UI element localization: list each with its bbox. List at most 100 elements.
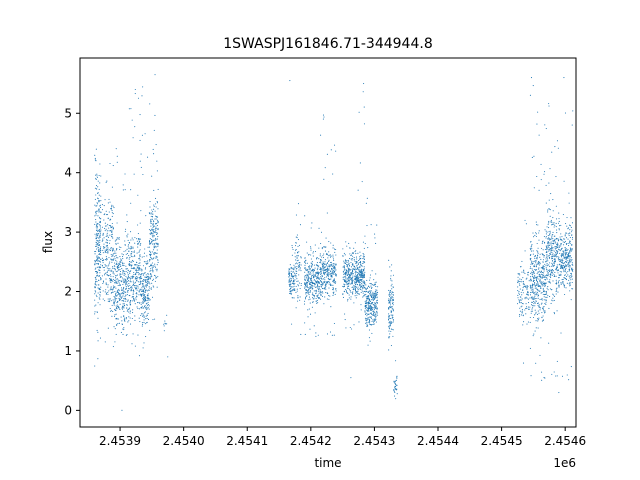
data-point <box>565 248 567 250</box>
data-point <box>150 268 152 270</box>
data-point <box>316 284 319 286</box>
data-point <box>309 302 311 304</box>
data-point <box>333 282 335 284</box>
data-point <box>332 293 335 295</box>
data-point <box>355 256 358 258</box>
data-point <box>554 246 556 248</box>
data-point <box>567 228 569 230</box>
data-point <box>552 217 554 219</box>
data-point <box>361 286 363 288</box>
data-point <box>570 257 572 259</box>
data-point <box>327 257 329 259</box>
data-point <box>133 272 135 274</box>
data-point <box>94 253 96 255</box>
data-point <box>306 284 308 286</box>
data-point <box>130 286 132 288</box>
data-point <box>110 280 112 282</box>
data-point <box>563 258 565 260</box>
data-point <box>100 231 102 233</box>
data-point <box>109 274 111 276</box>
data-point <box>346 265 348 267</box>
data-point <box>330 306 332 308</box>
data-point <box>554 235 556 237</box>
data-point <box>562 281 564 283</box>
data-point <box>561 236 563 238</box>
data-point <box>571 262 573 264</box>
data-point <box>546 265 548 267</box>
data-point <box>368 303 370 305</box>
data-point <box>392 304 394 306</box>
data-point <box>155 228 157 230</box>
data-point <box>153 129 155 131</box>
data-point <box>288 276 290 278</box>
data-point <box>149 283 151 285</box>
data-point <box>530 246 532 248</box>
data-point <box>390 297 392 299</box>
data-point <box>331 271 333 273</box>
data-point <box>130 278 132 280</box>
data-point <box>530 312 532 314</box>
data-point <box>520 306 522 308</box>
data-point <box>116 295 118 297</box>
data-point <box>539 307 541 309</box>
data-point <box>521 260 523 262</box>
data-point <box>359 266 361 269</box>
data-point <box>537 313 539 316</box>
data-point <box>296 237 298 239</box>
data-point <box>365 320 368 322</box>
data-point <box>370 224 372 226</box>
data-point <box>526 287 528 289</box>
data-point <box>538 264 540 266</box>
data-point <box>290 274 293 276</box>
data-point <box>130 189 132 191</box>
data-point <box>97 186 99 188</box>
data-point <box>95 160 97 162</box>
data-point <box>330 278 332 280</box>
data-point <box>322 118 324 120</box>
data-point <box>392 310 394 312</box>
data-point <box>294 266 296 268</box>
data-point <box>534 258 536 260</box>
data-point <box>333 334 335 336</box>
data-point <box>130 281 132 283</box>
data-point <box>311 261 313 263</box>
data-point <box>157 188 159 190</box>
data-point <box>139 249 141 251</box>
data-point <box>519 307 521 309</box>
data-point <box>364 293 366 296</box>
data-point <box>117 294 119 296</box>
data-point <box>372 314 374 316</box>
data-point <box>517 294 519 297</box>
data-point <box>118 246 120 248</box>
data-point <box>562 278 564 280</box>
data-point <box>570 267 573 269</box>
data-point <box>388 302 390 304</box>
data-point <box>119 262 121 264</box>
data-point <box>534 309 536 311</box>
data-point <box>544 171 546 173</box>
data-point <box>535 362 537 364</box>
data-point <box>542 249 544 251</box>
data-point <box>567 238 569 240</box>
data-point <box>128 308 130 310</box>
data-point <box>313 270 315 272</box>
data-point <box>560 238 562 240</box>
data-point <box>358 293 360 296</box>
data-point <box>365 319 367 321</box>
data-point <box>139 254 141 256</box>
data-point <box>293 297 295 299</box>
data-point <box>99 236 101 239</box>
data-point <box>375 302 377 304</box>
data-point <box>155 246 157 248</box>
data-point <box>127 275 129 278</box>
data-point <box>139 114 141 116</box>
data-point <box>155 256 157 258</box>
data-point <box>132 239 134 241</box>
data-point <box>344 260 347 262</box>
data-point <box>95 279 97 281</box>
data-point <box>549 281 551 283</box>
data-point <box>540 292 542 294</box>
data-point <box>317 287 319 289</box>
data-point <box>366 279 368 282</box>
data-point <box>373 319 375 322</box>
